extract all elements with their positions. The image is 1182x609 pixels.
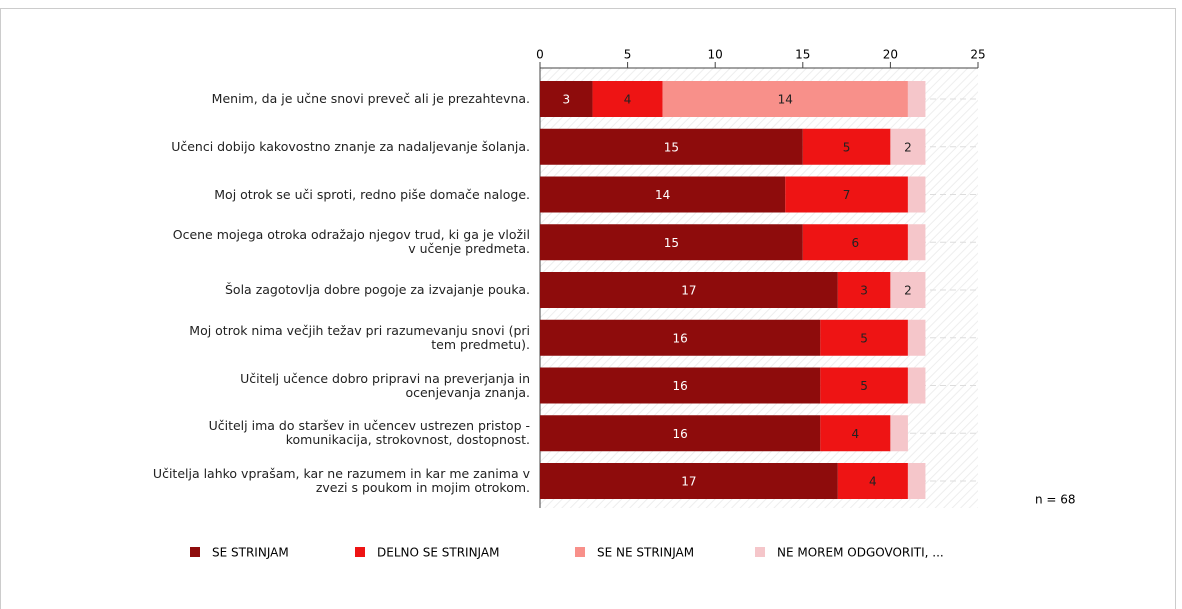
y-tick-label: Moj otrok se uči sproti, redno piše doma… (214, 186, 530, 202)
legend-swatch (755, 547, 765, 557)
x-tick-label: 5 (624, 48, 632, 62)
legend-swatch (190, 547, 200, 557)
y-tick-label: Učitelja lahko vprašam, kar ne razumem i… (152, 466, 530, 495)
bar-segment (907, 367, 926, 404)
bar-segment (820, 415, 891, 452)
x-tick-label: 20 (883, 48, 898, 62)
data-label: 2 (904, 140, 912, 154)
bar-segment (820, 319, 908, 356)
x-tick-label: 15 (795, 48, 810, 62)
data-label: 2 (904, 284, 912, 298)
frame (0, 8, 1176, 609)
x-tick-label: 0 (536, 48, 544, 62)
y-tick-label: Ocene mojega otroka odražajo njegov trud… (172, 227, 530, 257)
legend-swatch (355, 547, 365, 557)
bar-segment (785, 176, 908, 213)
data-label: 16 (673, 331, 688, 345)
x-tick-label: 10 (708, 48, 723, 62)
bar-segment (890, 272, 926, 308)
bar-segment (802, 224, 908, 261)
legend-label: SE STRINJAM (212, 546, 289, 560)
y-tick-label: Šola zagotovlja dobre pogoje za izvajanj… (225, 282, 530, 297)
data-label: 6 (852, 236, 860, 250)
data-label: 5 (860, 331, 868, 345)
bar-segment (540, 463, 838, 499)
bar-segment (820, 367, 908, 404)
data-label: 5 (843, 140, 851, 154)
data-label: 3 (860, 284, 868, 298)
data-label: 16 (673, 427, 688, 441)
data-label: 14 (655, 188, 670, 202)
data-label: 17 (681, 475, 696, 489)
bar-segment (907, 463, 926, 499)
bar-segment (540, 81, 593, 117)
bar-segment (802, 128, 891, 165)
bar-segment (540, 224, 803, 261)
bar-segment (907, 176, 926, 213)
data-label: 14 (778, 93, 793, 107)
y-tick-label: Učitelj učence dobro pripravi na preverj… (240, 370, 530, 400)
legend-label: DELNO SE STRINJAM (377, 546, 499, 560)
legend-swatch (575, 547, 585, 557)
bar-segment (540, 128, 803, 165)
y-tick-label: Učenci dobijo kakovostno znanje za nadal… (171, 138, 530, 154)
x-tick-label: 25 (970, 48, 985, 62)
y-tick-label: Menim, da je učne snovi preveč ali je pr… (211, 91, 530, 106)
legend-label: NE MOREM ODGOVORITI, ... (777, 546, 944, 560)
bar-segment (662, 81, 908, 117)
bar-segment (540, 319, 821, 356)
bar-segment (540, 176, 786, 213)
bar-segment (837, 463, 908, 499)
data-label: 3 (562, 93, 570, 107)
bar-segment (592, 81, 663, 117)
data-label: 4 (624, 93, 632, 107)
bar-segment (890, 128, 926, 165)
data-label: 5 (860, 379, 868, 393)
data-label: 15 (664, 236, 679, 250)
y-tick-label: Moj otrok nima večjih težav pri razumeva… (189, 322, 530, 352)
data-label: 15 (664, 140, 679, 154)
y-tick-label: Učitelj ima do staršev in učencev ustrez… (208, 418, 530, 448)
bar-segment (540, 415, 821, 452)
bar-segment (907, 224, 926, 261)
bar-segment (907, 319, 926, 356)
bar-segment (890, 415, 908, 452)
data-label: 16 (673, 379, 688, 393)
bar-segment (540, 367, 821, 404)
bar-segment (540, 272, 838, 308)
data-label: 4 (869, 475, 877, 489)
legend-label: SE NE STRINJAM (597, 546, 694, 560)
data-label: 17 (681, 284, 696, 298)
data-label: 4 (852, 427, 860, 441)
data-label: 7 (843, 188, 851, 202)
bar-segment (837, 272, 891, 308)
annotation: n = 68 (1035, 493, 1076, 507)
bar-segment (907, 81, 926, 117)
